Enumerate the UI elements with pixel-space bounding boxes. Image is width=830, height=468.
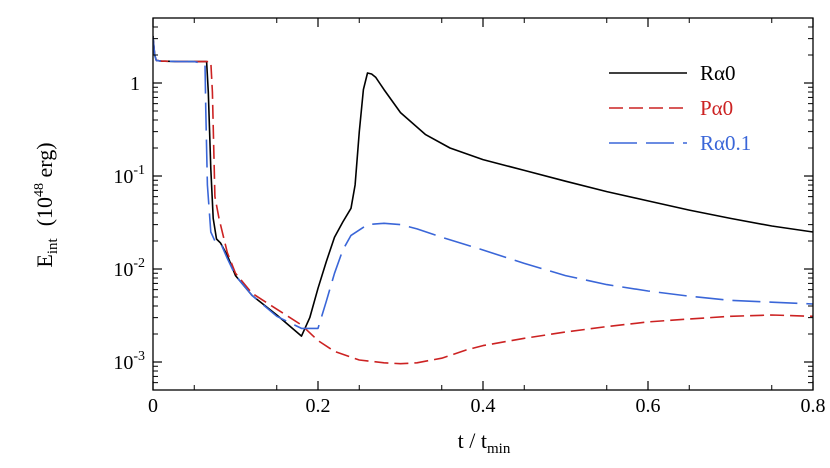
legend-label-1: Pα0 — [700, 96, 733, 120]
x-axis-label-main: t / t — [458, 428, 487, 453]
legend-label-2: Rα0.1 — [700, 131, 751, 155]
y-axis-label-unit-exp: 48 — [32, 183, 47, 197]
legend-label-0: Rα0 — [700, 61, 736, 85]
ticks-layer: 0 0.2 0.4 0.6 0.8 1 10-1 10-2 10-3 — [113, 18, 826, 417]
x-tick-label: 0 — [148, 395, 158, 417]
series-line-0 — [153, 35, 813, 337]
svg-text:t / tmin: t / tmin — [458, 428, 511, 457]
y-axis-label: Eint (1048 erg) — [32, 142, 61, 267]
x-tick-label: 0.2 — [306, 395, 331, 417]
x-axis-label-sub: min — [487, 441, 511, 457]
x-tick-label: 0.6 — [636, 395, 661, 417]
y-axis-label-unit-pre: (10 — [32, 197, 57, 226]
y-tick-label: 10-3 — [113, 349, 145, 374]
y-tick-label: 10-2 — [113, 256, 145, 281]
y-axis-label-unit-post: erg) — [32, 142, 57, 183]
series-line-1 — [153, 38, 813, 365]
y-axis-label-main: E — [32, 254, 57, 267]
svg-text:Eint(1048 erg): Eint (1048 erg) — [32, 142, 61, 267]
y-tick-label: 1 — [130, 73, 140, 95]
y-axis-label-sub: int — [45, 237, 61, 254]
x-axis-label: t / tmin — [458, 428, 511, 457]
series-layer — [153, 35, 813, 365]
series-line-2 — [153, 37, 813, 330]
y-tick-label: 10-1 — [113, 163, 145, 188]
x-tick-label: 0.4 — [471, 395, 496, 417]
x-tick-label: 0.8 — [801, 395, 826, 417]
legend: Rα0 Pα0 Rα0.1 — [609, 61, 751, 155]
